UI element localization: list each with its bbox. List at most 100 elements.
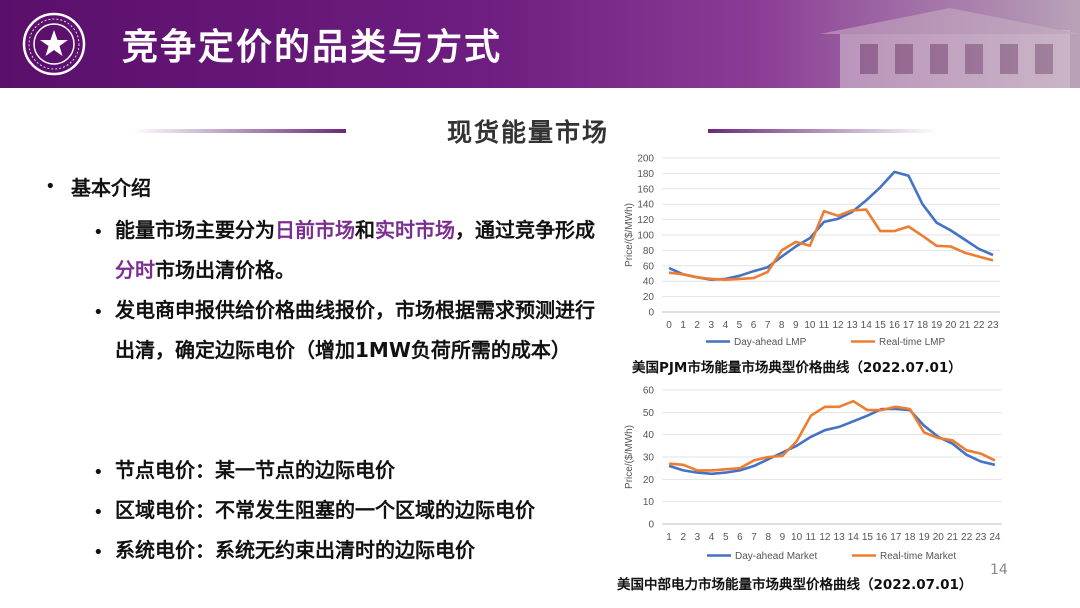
x-tick-label: 13	[834, 532, 846, 543]
x-tick-label: 8	[779, 320, 785, 331]
series-line-real-time	[668, 399, 996, 472]
y-tick-label: 20	[643, 475, 655, 486]
x-tick-label: 1	[666, 532, 672, 543]
y-tick-label: 160	[637, 184, 654, 195]
x-tick-label: 2	[694, 320, 700, 331]
y-tick-label: 0	[648, 308, 654, 319]
legend-label: Real-time LMP	[879, 337, 945, 348]
x-tick-label: 9	[793, 320, 799, 331]
section-title: 现货能量市场	[447, 118, 610, 147]
x-tick-label: 10	[791, 532, 803, 543]
x-tick-label: 4	[709, 532, 715, 543]
university-seal-icon	[22, 12, 86, 76]
x-tick-label: 22	[961, 532, 973, 543]
series-line-day-ahead	[668, 170, 994, 281]
bullet-dot-icon: •	[93, 542, 104, 563]
section-divider-right	[708, 129, 938, 133]
x-tick-label: 7	[751, 532, 757, 543]
x-tick-label: 0	[666, 320, 672, 331]
building-illustration	[820, 8, 1080, 88]
x-tick-label: 10	[804, 320, 816, 331]
y-tick-label: 50	[643, 408, 655, 419]
bullet-dot-icon: •	[93, 302, 104, 323]
y-tick-label: 40	[643, 430, 655, 441]
x-tick-label: 5	[723, 532, 729, 543]
header-banner: 竞争定价的品类与方式	[0, 0, 1080, 88]
x-tick-label: 19	[919, 532, 931, 543]
section-divider-left	[132, 129, 346, 133]
bullet-heading: 基本介绍	[71, 176, 151, 200]
x-tick-label: 3	[709, 320, 715, 331]
x-tick-label: 13	[847, 320, 859, 331]
y-tick-label: 10	[643, 497, 655, 508]
y-tick-label: 80	[643, 246, 655, 257]
x-tick-label: 15	[862, 532, 874, 543]
page-number: 14	[990, 562, 1008, 578]
bullet-item-nodal: 节点电价：某一节点的边际电价	[115, 458, 395, 482]
x-tick-label: 20	[945, 320, 957, 331]
y-tick-label: 120	[637, 215, 654, 226]
x-tick-label: 19	[931, 320, 943, 331]
x-tick-label: 9	[780, 532, 786, 543]
bullet-item-zonal: 区域电价：不常发生阻塞的一个区域的边际电价	[115, 498, 535, 522]
chart-caption-pjm: 美国PJM市场能量市场典型价格曲线（2022.07.01）	[632, 360, 962, 376]
y-axis-label: Price/($/MWh)	[624, 425, 635, 489]
bullet-item-bidding: 发电商申报供给价格曲线报价，市场根据需求预测进行出清，确定边际电价（增加1MW负…	[115, 298, 595, 362]
x-tick-label: 6	[737, 532, 743, 543]
x-tick-label: 21	[959, 320, 971, 331]
y-tick-label: 180	[637, 169, 654, 180]
x-tick-label: 18	[917, 320, 929, 331]
series-line-day-ahead	[668, 407, 996, 476]
x-tick-label: 11	[806, 532, 817, 543]
chart-caption-midwest: 美国中部电力市场能量市场典型价格曲线（2022.07.01）	[617, 577, 973, 593]
x-tick-label: 11	[819, 320, 830, 331]
x-tick-label: 14	[861, 320, 873, 331]
x-tick-label: 20	[933, 532, 945, 543]
x-tick-label: 18	[904, 532, 916, 543]
x-tick-label: 12	[819, 532, 831, 543]
y-tick-label: 0	[648, 520, 654, 531]
y-tick-label: 140	[637, 200, 654, 211]
x-tick-label: 7	[765, 320, 771, 331]
x-tick-label: 12	[832, 320, 844, 331]
x-tick-label: 14	[848, 532, 860, 543]
x-tick-label: 15	[875, 320, 887, 331]
x-tick-label: 16	[876, 532, 888, 543]
slide-title: 竞争定价的品类与方式	[122, 27, 503, 68]
y-tick-label: 60	[643, 386, 655, 397]
legend-label: Day-ahead Market	[735, 551, 817, 562]
bullet-item-system: 系统电价：系统无约束出清时的边际电价	[115, 538, 475, 562]
y-tick-label: 30	[643, 453, 655, 464]
x-tick-label: 8	[765, 532, 771, 543]
bullet-dot-icon: •	[93, 222, 104, 243]
y-tick-label: 40	[643, 277, 655, 288]
x-tick-label: 1	[680, 320, 686, 331]
x-tick-label: 17	[890, 532, 902, 543]
x-tick-label: 2	[680, 532, 686, 543]
x-tick-label: 3	[695, 532, 701, 543]
y-tick-label: 200	[637, 154, 654, 165]
x-tick-label: 23	[987, 320, 999, 331]
y-axis-label: Price/($/MWh)	[624, 203, 635, 267]
y-tick-label: 100	[637, 231, 654, 242]
y-tick-label: 20	[643, 292, 655, 303]
x-tick-label: 17	[903, 320, 915, 331]
legend-label: Real-time Market	[880, 551, 956, 562]
bullet-dot-icon: •	[93, 502, 104, 523]
x-tick-label: 5	[737, 320, 743, 331]
x-tick-label: 24	[989, 532, 1001, 543]
y-tick-label: 60	[643, 261, 655, 272]
x-tick-label: 16	[889, 320, 901, 331]
legend-label: Day-ahead LMP	[734, 337, 807, 348]
bullet-dot-icon: •	[93, 462, 104, 483]
series-line-real-time	[668, 208, 994, 281]
bullet-item-markets: 能量市场主要分为日前市场和实时市场，通过竞争形成分时市场出清价格。	[115, 218, 595, 282]
x-tick-label: 4	[723, 320, 729, 331]
bullet-dot-icon: •	[45, 176, 56, 197]
x-tick-label: 23	[975, 532, 987, 543]
x-tick-label: 6	[751, 320, 757, 331]
x-tick-label: 22	[973, 320, 985, 331]
